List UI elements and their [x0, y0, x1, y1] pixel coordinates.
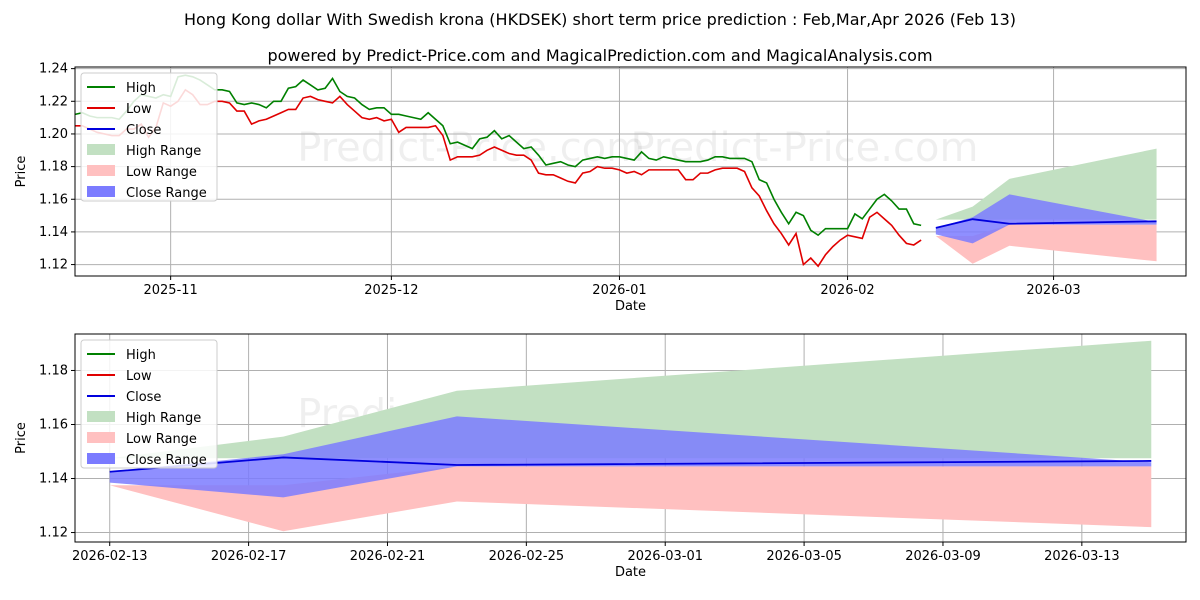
high-range-band — [109, 340, 1152, 459]
legend-label: High Range — [126, 411, 201, 426]
legend: High Low Close High Range Low Range Close Ran… — [80, 72, 218, 202]
y-tick-label: 1.12 — [39, 258, 68, 273]
legend-label: Close — [126, 390, 161, 405]
x-tick-label: 2026-03-09 — [905, 549, 981, 564]
y-tick-label: 1.14 — [39, 472, 68, 487]
legend-label: Close — [126, 123, 161, 138]
x-tick-label: 2026-02-25 — [489, 549, 565, 564]
x-axis-label: Date — [615, 299, 646, 314]
y-axis-label: Price — [14, 422, 29, 454]
legend-swatch — [87, 144, 115, 155]
x-tick-label: 2026-03 — [1026, 283, 1080, 298]
close-range-band — [935, 194, 1157, 244]
y-tick-label: 1.16 — [39, 192, 68, 207]
x-tick-label: 2026-02-21 — [350, 549, 426, 564]
watermark: Predict-Price.com — [631, 125, 979, 171]
legend-label: Close Range — [126, 453, 207, 468]
chart-panel-1: Predict-Price.comPredict-Price.com1.121.… — [14, 62, 1187, 314]
legend: High Low Close High Range Low Range Close Ran… — [80, 339, 218, 469]
legend-swatch — [87, 432, 115, 443]
high-range-band — [935, 148, 1157, 220]
y-tick-label: 1.24 — [39, 62, 68, 77]
x-tick-label: 2025-12 — [364, 283, 418, 298]
y-tick-label: 1.12 — [39, 526, 68, 541]
legend-label: Close Range — [126, 186, 207, 201]
chart-subtitle: powered by Predict-Price.com and Magical… — [267, 46, 933, 65]
close-range-band — [109, 416, 1152, 498]
x-tick-label: 2025-11 — [143, 283, 197, 298]
legend-label: High Range — [126, 144, 201, 159]
legend-swatch — [87, 453, 115, 464]
plot-frame — [74, 333, 1187, 543]
legend-swatch — [87, 411, 115, 422]
y-tick-label: 1.16 — [39, 417, 68, 432]
y-tick-label: 1.14 — [39, 225, 68, 240]
close-series-line — [935, 218, 1157, 229]
plot-frame — [74, 66, 1187, 277]
y-tick-label: 1.20 — [39, 127, 68, 142]
legend-label: High — [126, 81, 156, 96]
y-tick-label: 1.22 — [39, 94, 68, 109]
x-tick-label: 2026-03-13 — [1044, 549, 1120, 564]
x-tick-label: 2026-01 — [592, 283, 646, 298]
x-axis-label: Date — [615, 565, 646, 580]
x-tick-label: 2026-03-05 — [766, 549, 842, 564]
legend-swatch — [87, 186, 115, 197]
legend-swatch — [87, 165, 115, 176]
low-range-band — [935, 224, 1157, 264]
chart-title: Hong Kong dollar With Swedish krona (HKD… — [183, 10, 1017, 29]
legend-label: Low Range — [126, 165, 197, 180]
legend-label: Low Range — [126, 432, 197, 447]
y-tick-label: 1.18 — [39, 160, 68, 175]
legend-label: Low — [126, 102, 152, 117]
x-tick-label: 2026-02 — [820, 283, 874, 298]
x-tick-label: 2026-02-13 — [72, 549, 148, 564]
x-tick-label: 2026-03-01 — [627, 549, 703, 564]
low-range-band — [109, 466, 1152, 532]
x-tick-label: 2026-02-17 — [211, 549, 287, 564]
y-axis-label: Price — [14, 156, 29, 188]
legend-label: Low — [126, 369, 152, 384]
y-tick-label: 1.18 — [39, 363, 68, 378]
legend-label: High — [126, 348, 156, 363]
chart-panel-2: Predict-Price.comPredict-Price.com1.121.… — [14, 333, 1187, 580]
